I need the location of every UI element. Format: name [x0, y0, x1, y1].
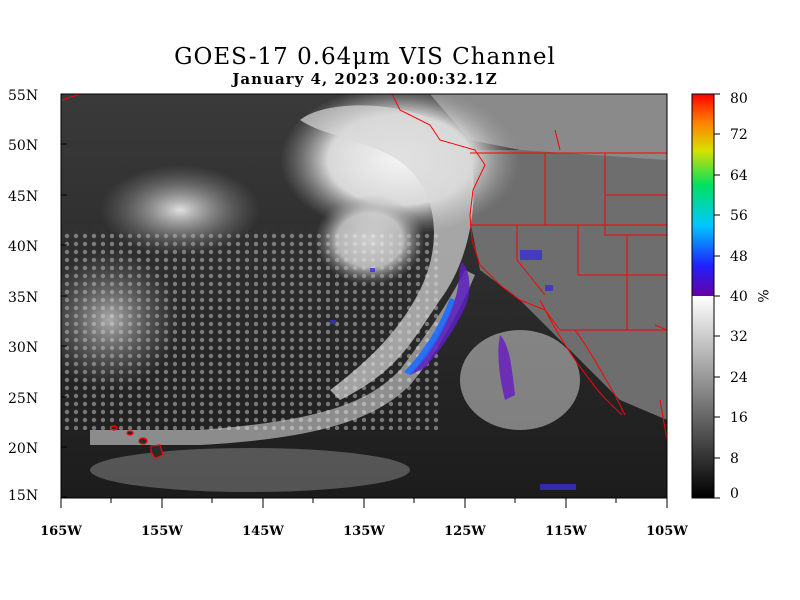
- colorbar-tick-label: 64: [730, 168, 748, 184]
- lat-label: 25N: [8, 391, 38, 407]
- colorbar-tick-label: 72: [730, 127, 748, 143]
- colorbar: 80 72 64 56 48 40 32 24 16 8 0 %: [691, 91, 770, 502]
- colorbar-tick-label: 8: [730, 451, 739, 467]
- colorbar-tick-label: 32: [730, 329, 748, 345]
- lat-label: 35N: [8, 290, 38, 306]
- lon-label: 125W: [444, 524, 486, 539]
- lat-label: 15N: [8, 488, 38, 504]
- lon-label: 105W: [646, 524, 688, 539]
- satellite-image: [61, 94, 667, 498]
- colorbar-tick-label: 24: [730, 370, 748, 386]
- colorbar-gray-segment: [692, 296, 714, 498]
- figure-title: GOES-17 0.64μm VIS Channel: [174, 44, 556, 70]
- colorbar-tick-label: 80: [730, 91, 748, 107]
- colorbar-tick-label: 40: [730, 289, 748, 305]
- lon-ticks: [60, 498, 668, 508]
- colorbar-unit: %: [754, 289, 770, 302]
- lat-label: 50N: [8, 138, 38, 154]
- colorbar-tick-label: 0: [730, 486, 739, 502]
- lon-label: 135W: [343, 524, 385, 539]
- lat-label: 30N: [8, 340, 38, 356]
- colorbar-color-segment: [692, 94, 714, 296]
- lat-labels: 55N 50N 45N 40N 35N 30N 25N 20N 15N: [8, 88, 38, 504]
- lat-ticks: [61, 93, 67, 498]
- lon-labels: 165W 155W 145W 135W 125W 115W 105W: [40, 524, 688, 539]
- lon-label: 145W: [242, 524, 284, 539]
- lat-label: 45N: [8, 189, 38, 205]
- lon-label: 155W: [141, 524, 183, 539]
- colorbar-ticks: [714, 93, 720, 499]
- lon-label: 165W: [40, 524, 82, 539]
- colorbar-tick-label: 56: [730, 208, 748, 224]
- colorbar-tick-label: 48: [730, 249, 748, 265]
- lat-label: 55N: [8, 88, 38, 104]
- colorbar-tick-label: 16: [730, 410, 748, 426]
- lon-label: 115W: [545, 524, 587, 539]
- figure-timestamp: January 4, 2023 20:00:32.1Z: [232, 70, 498, 88]
- lat-label: 20N: [8, 441, 38, 457]
- lat-label: 40N: [8, 239, 38, 255]
